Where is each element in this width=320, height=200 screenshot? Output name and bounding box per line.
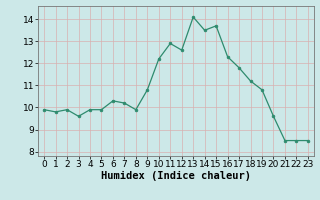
X-axis label: Humidex (Indice chaleur): Humidex (Indice chaleur) [101,171,251,181]
